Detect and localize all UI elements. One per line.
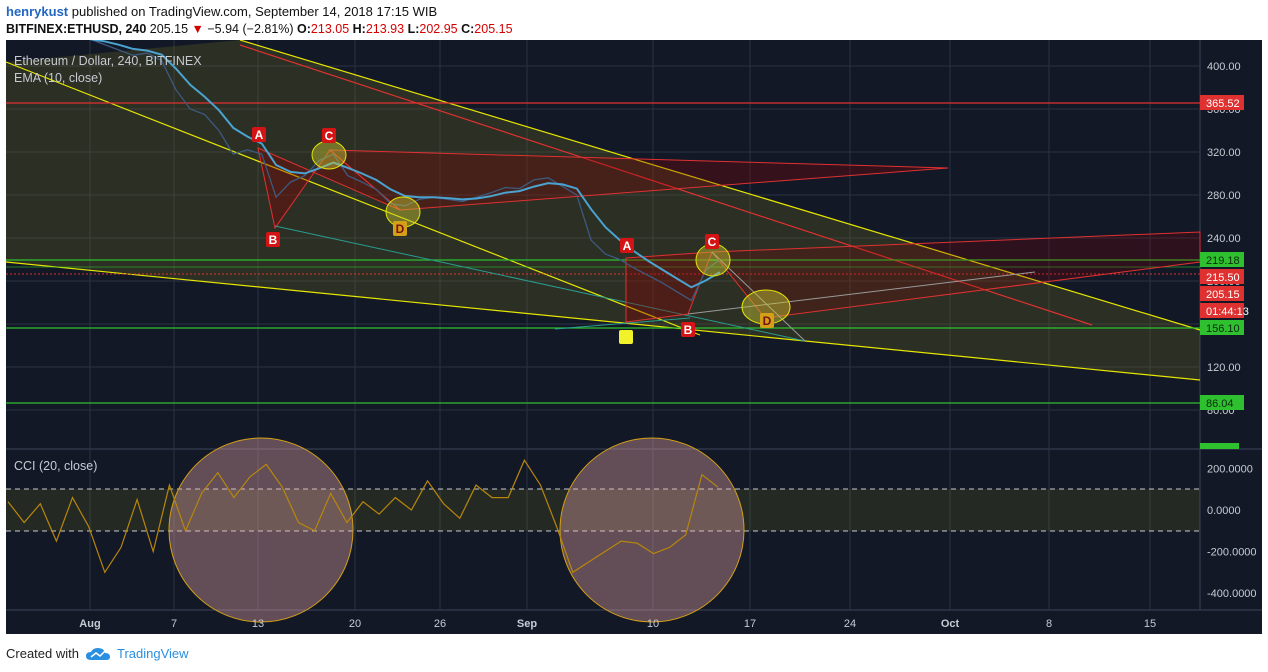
cci-tick-label: 200.0000 (1207, 464, 1253, 476)
time-tick-label: 15 (1144, 618, 1156, 630)
cci-line (7, 458, 719, 574)
close-value: 205.15 (474, 22, 513, 36)
price-tick-label: 240.00 (1207, 233, 1241, 245)
grid (6, 40, 1200, 610)
price-badge (1200, 286, 1244, 301)
price-badge (1200, 95, 1244, 110)
brand-link[interactable]: TradingView (116, 646, 189, 661)
cci-axis-ticks: 200.0000 0.0000 -200.0000 -400.0000 (1207, 464, 1257, 601)
ema-line (89, 40, 721, 289)
price-badge-label: 86.04 (1206, 398, 1234, 410)
price-axis-ticks: 400.00360.00320.00280.00240.00200.00160.… (1207, 61, 1241, 417)
pattern-label: D (393, 221, 407, 236)
symbol-legend: Ethereum / Dollar, 240, BITFINEX (14, 54, 202, 68)
cci-tick-label: -400.0000 (1207, 588, 1257, 600)
pattern-label-c2: C (708, 235, 717, 249)
time-tick-label: 17 (744, 618, 756, 630)
price-tick-label: 280.00 (1207, 190, 1241, 202)
low-value: 202.95 (419, 22, 458, 36)
price-badge-label: 01:44:13 (1206, 306, 1249, 318)
price-labels: 365.52 219.18 215.50 205.15 01:44:13 156.10 86… (1200, 95, 1249, 449)
open-label: O: (297, 22, 311, 36)
high-label: H: (352, 22, 366, 36)
price-tick-label: 320.00 (1207, 147, 1241, 159)
pattern-label: A (620, 238, 634, 253)
cloud-icon (85, 647, 110, 660)
author-name[interactable]: henrykust (6, 4, 69, 19)
time-tick-label: 26 (434, 618, 446, 630)
price-badge (1200, 443, 1239, 449)
trend-line-inner (5, 61, 701, 336)
price-badge-label: 205.15 (1206, 289, 1240, 301)
pattern2-teal-line (554, 317, 691, 330)
pattern-label: C (322, 128, 336, 143)
price-badge (1200, 269, 1244, 284)
price-badge-label: 156.10 (1206, 323, 1240, 335)
high-value: 213.93 (365, 22, 405, 36)
time-axis-ticks: Aug 7 13 20 26 Sep 10 17 24 Oct 8 15 (79, 618, 1156, 630)
price-change: −5.94 (−2.81%) (207, 22, 294, 36)
pattern-label-d: D (396, 222, 405, 236)
time-tick-label: 7 (171, 618, 177, 630)
time-tick-label: Aug (79, 618, 100, 630)
close-label: C: (461, 22, 475, 36)
time-tick-label: 13 (252, 618, 264, 630)
symbol-label: BITFINEX:ETHUSD, 240 (6, 22, 147, 36)
pattern-label-c: C (325, 129, 334, 143)
price-badge (1200, 303, 1244, 318)
cci-highlight-circle (168, 437, 354, 623)
ema-legend: EMA (10, close) (14, 71, 102, 85)
created-with-text: Created with (6, 646, 79, 661)
down-arrow-icon: ▼ (191, 22, 204, 36)
pattern-marker (619, 330, 633, 344)
pattern-label: D (760, 313, 774, 328)
pattern2-grey-line (687, 271, 1036, 315)
pattern-label-d2: D (763, 314, 772, 328)
pattern-label: C (705, 234, 719, 249)
ohlc-bar: BITFINEX:ETHUSD, 240 205.15 ▼ −5.94 (−2.… (6, 22, 513, 36)
price-badge-label: 365.52 (1206, 98, 1240, 110)
cci-tick-label: 0.0000 (1207, 505, 1241, 517)
price-tick-label: 400.00 (1207, 61, 1241, 73)
price-series-line (90, 40, 721, 302)
price-chart[interactable]: A B C D A B C D Ethereum / Dollar, 240, … (0, 40, 1268, 640)
cci-legend: CCI (20, close) (14, 459, 97, 473)
channel-lower-line (5, 261, 1201, 381)
price-badge (1200, 395, 1244, 410)
channel-fill (6, 40, 1200, 380)
time-tick-label: 10 (647, 618, 659, 630)
open-value: 213.05 (310, 22, 350, 36)
price-badge-label: 215.50 (1206, 272, 1240, 284)
cci-band (6, 489, 1200, 531)
pattern-label: B (266, 232, 280, 247)
pattern-label: A (252, 127, 266, 142)
time-tick-label: 20 (349, 618, 361, 630)
pattern-label-a: A (255, 128, 264, 142)
red-trend-line (239, 44, 1093, 326)
published-text: published on TradingView.com, September … (71, 4, 438, 19)
pattern1-teal-line (274, 225, 806, 342)
cci-tick-label: -200.0000 (1207, 547, 1257, 559)
time-tick-label: 24 (844, 618, 856, 630)
price-tick-label: 120.00 (1207, 362, 1241, 374)
time-axis-background (6, 610, 1262, 634)
last-price: 205.15 (149, 22, 189, 36)
pattern-label-b: B (269, 233, 278, 247)
pattern-label-a2: A (623, 239, 632, 253)
time-tick-label: 8 (1046, 618, 1052, 630)
publish-info: henrykust published on TradingView.com, … (6, 4, 437, 19)
time-tick-label: Sep (517, 618, 537, 630)
pattern-label: B (681, 322, 695, 337)
pattern-label-b2: B (684, 323, 693, 337)
pattern2-projection-line (711, 251, 806, 342)
cci-highlight-circle (559, 437, 745, 623)
highlight-circle (311, 140, 347, 170)
price-badge-label: 219.18 (1206, 255, 1240, 267)
price-badge (1200, 320, 1244, 335)
price-badge (1200, 252, 1244, 267)
time-tick-label: Oct (941, 618, 960, 630)
low-label: L: (407, 22, 420, 36)
footer: Created with TradingView (6, 646, 189, 661)
